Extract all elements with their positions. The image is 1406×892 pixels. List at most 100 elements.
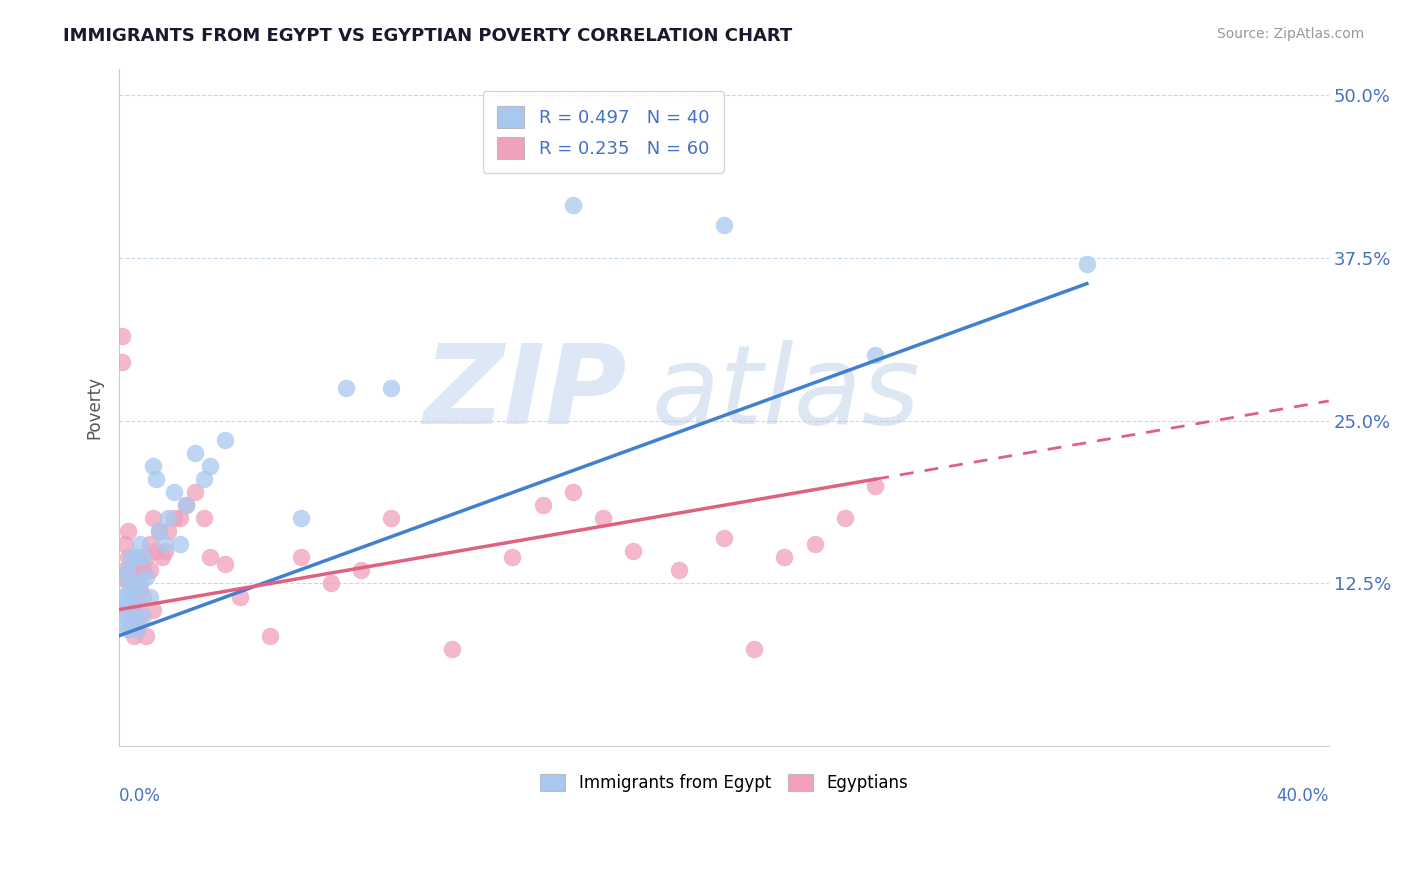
Point xyxy=(111,355,134,369)
Point xyxy=(141,511,163,525)
Point xyxy=(117,550,139,565)
Point xyxy=(120,563,142,577)
Point xyxy=(440,641,463,656)
Point xyxy=(120,582,142,597)
Point xyxy=(163,511,186,525)
Point xyxy=(111,590,134,604)
Point xyxy=(111,615,134,630)
Point xyxy=(138,537,160,551)
Point xyxy=(561,485,583,500)
Point xyxy=(174,498,197,512)
Point xyxy=(127,622,149,636)
Point xyxy=(111,328,134,343)
Point xyxy=(114,590,136,604)
Point xyxy=(350,563,373,577)
Point xyxy=(193,472,215,486)
Point xyxy=(141,602,163,616)
Point xyxy=(742,641,765,656)
Point xyxy=(129,582,152,597)
Point xyxy=(531,498,554,512)
Point xyxy=(198,550,221,565)
Point xyxy=(129,576,152,591)
Point xyxy=(111,570,134,584)
Text: atlas: atlas xyxy=(651,341,920,448)
Point xyxy=(120,590,142,604)
Point xyxy=(124,629,146,643)
Point xyxy=(214,557,236,571)
Point xyxy=(259,629,281,643)
Point xyxy=(863,348,886,362)
Point xyxy=(135,550,157,565)
Point xyxy=(135,629,157,643)
Point xyxy=(668,563,690,577)
Point xyxy=(117,576,139,591)
Point xyxy=(834,511,856,525)
Point xyxy=(319,576,342,591)
Point xyxy=(114,537,136,551)
Point xyxy=(114,563,136,577)
Point xyxy=(380,381,402,395)
Point xyxy=(169,511,191,525)
Point xyxy=(127,596,149,610)
Point xyxy=(132,590,155,604)
Point xyxy=(117,596,139,610)
Point xyxy=(145,544,167,558)
Text: IMMIGRANTS FROM EGYPT VS EGYPTIAN POVERTY CORRELATION CHART: IMMIGRANTS FROM EGYPT VS EGYPTIAN POVERT… xyxy=(63,27,793,45)
Point xyxy=(135,570,157,584)
Point xyxy=(148,524,170,539)
Point xyxy=(501,550,523,565)
Point xyxy=(129,537,152,551)
Point xyxy=(141,459,163,474)
Point xyxy=(127,622,149,636)
Point xyxy=(184,485,207,500)
Point xyxy=(229,590,252,604)
Point xyxy=(184,446,207,460)
Point xyxy=(153,537,176,551)
Point xyxy=(335,381,357,395)
Legend: R = 0.497   N = 40, R = 0.235   N = 60: R = 0.497 N = 40, R = 0.235 N = 60 xyxy=(482,91,724,173)
Point xyxy=(129,557,152,571)
Point xyxy=(124,576,146,591)
Point xyxy=(621,544,644,558)
Point xyxy=(174,498,197,512)
Text: ZIP: ZIP xyxy=(423,341,627,448)
Point xyxy=(145,472,167,486)
Point xyxy=(124,602,146,616)
Point xyxy=(561,198,583,212)
Point xyxy=(132,563,155,577)
Point xyxy=(150,550,173,565)
Point xyxy=(114,602,136,616)
Point xyxy=(193,511,215,525)
Point xyxy=(114,609,136,624)
Point xyxy=(120,550,142,565)
Point xyxy=(156,524,179,539)
Point xyxy=(773,550,796,565)
Point xyxy=(127,550,149,565)
Point xyxy=(803,537,825,551)
Point xyxy=(380,511,402,525)
Point xyxy=(117,622,139,636)
Point xyxy=(124,609,146,624)
Point xyxy=(169,537,191,551)
Point xyxy=(214,433,236,447)
Point xyxy=(290,550,312,565)
Point xyxy=(132,550,155,565)
Point xyxy=(120,615,142,630)
Point xyxy=(117,563,139,577)
Point xyxy=(117,524,139,539)
Point xyxy=(163,485,186,500)
Point xyxy=(138,590,160,604)
Point xyxy=(114,570,136,584)
Point xyxy=(138,563,160,577)
Point xyxy=(127,570,149,584)
Point xyxy=(127,590,149,604)
Point xyxy=(198,459,221,474)
Point xyxy=(592,511,614,525)
Point xyxy=(713,531,735,545)
Point xyxy=(863,479,886,493)
Y-axis label: Poverty: Poverty xyxy=(86,376,103,439)
Point xyxy=(290,511,312,525)
Text: Source: ZipAtlas.com: Source: ZipAtlas.com xyxy=(1216,27,1364,41)
Point xyxy=(153,544,176,558)
Point xyxy=(129,609,152,624)
